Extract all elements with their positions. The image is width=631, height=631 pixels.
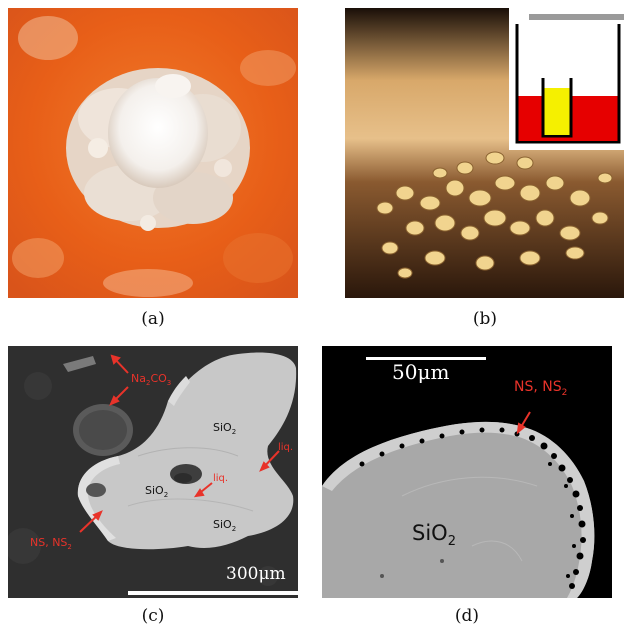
grain-pile (376, 151, 613, 279)
label-na2co3: Na2CO3 (131, 372, 172, 388)
caption-d: (d) (454, 606, 480, 626)
scale-bar-label-c: 300μm (226, 564, 286, 584)
caption-c: (c) (141, 606, 165, 626)
sio2-grain (77, 352, 297, 550)
crystal-cluster (66, 68, 250, 231)
panel-b-photo (345, 8, 624, 298)
panel-c-sem: Na2CO3 SiO2 SiO2 SiO2 liq. liq. NS, NS2 … (8, 346, 298, 598)
caption-a: (a) (141, 309, 165, 329)
sio2-grain-d (322, 421, 595, 598)
scale-bar-label-d: 50μm (392, 360, 450, 384)
panel-a-photo (8, 8, 298, 298)
label-sio2-left: SiO2 (145, 484, 169, 500)
panel-d-sem: 50μm NS, NS2 SiO2 (322, 346, 612, 598)
label-sio2-top: SiO2 (213, 421, 237, 437)
label-sio2-bottom: SiO2 (213, 518, 237, 534)
label-ns-ns2-d: NS, NS2 (514, 379, 568, 398)
label-sio2-d: SiO2 (412, 521, 456, 550)
label-ns-ns2-c: NS, NS2 (30, 536, 72, 552)
caption-b: (b) (472, 309, 498, 329)
label-liq-center: liq. (213, 473, 229, 484)
inset-beaker-diagram (509, 8, 624, 150)
label-liq-right: liq. (278, 442, 294, 453)
